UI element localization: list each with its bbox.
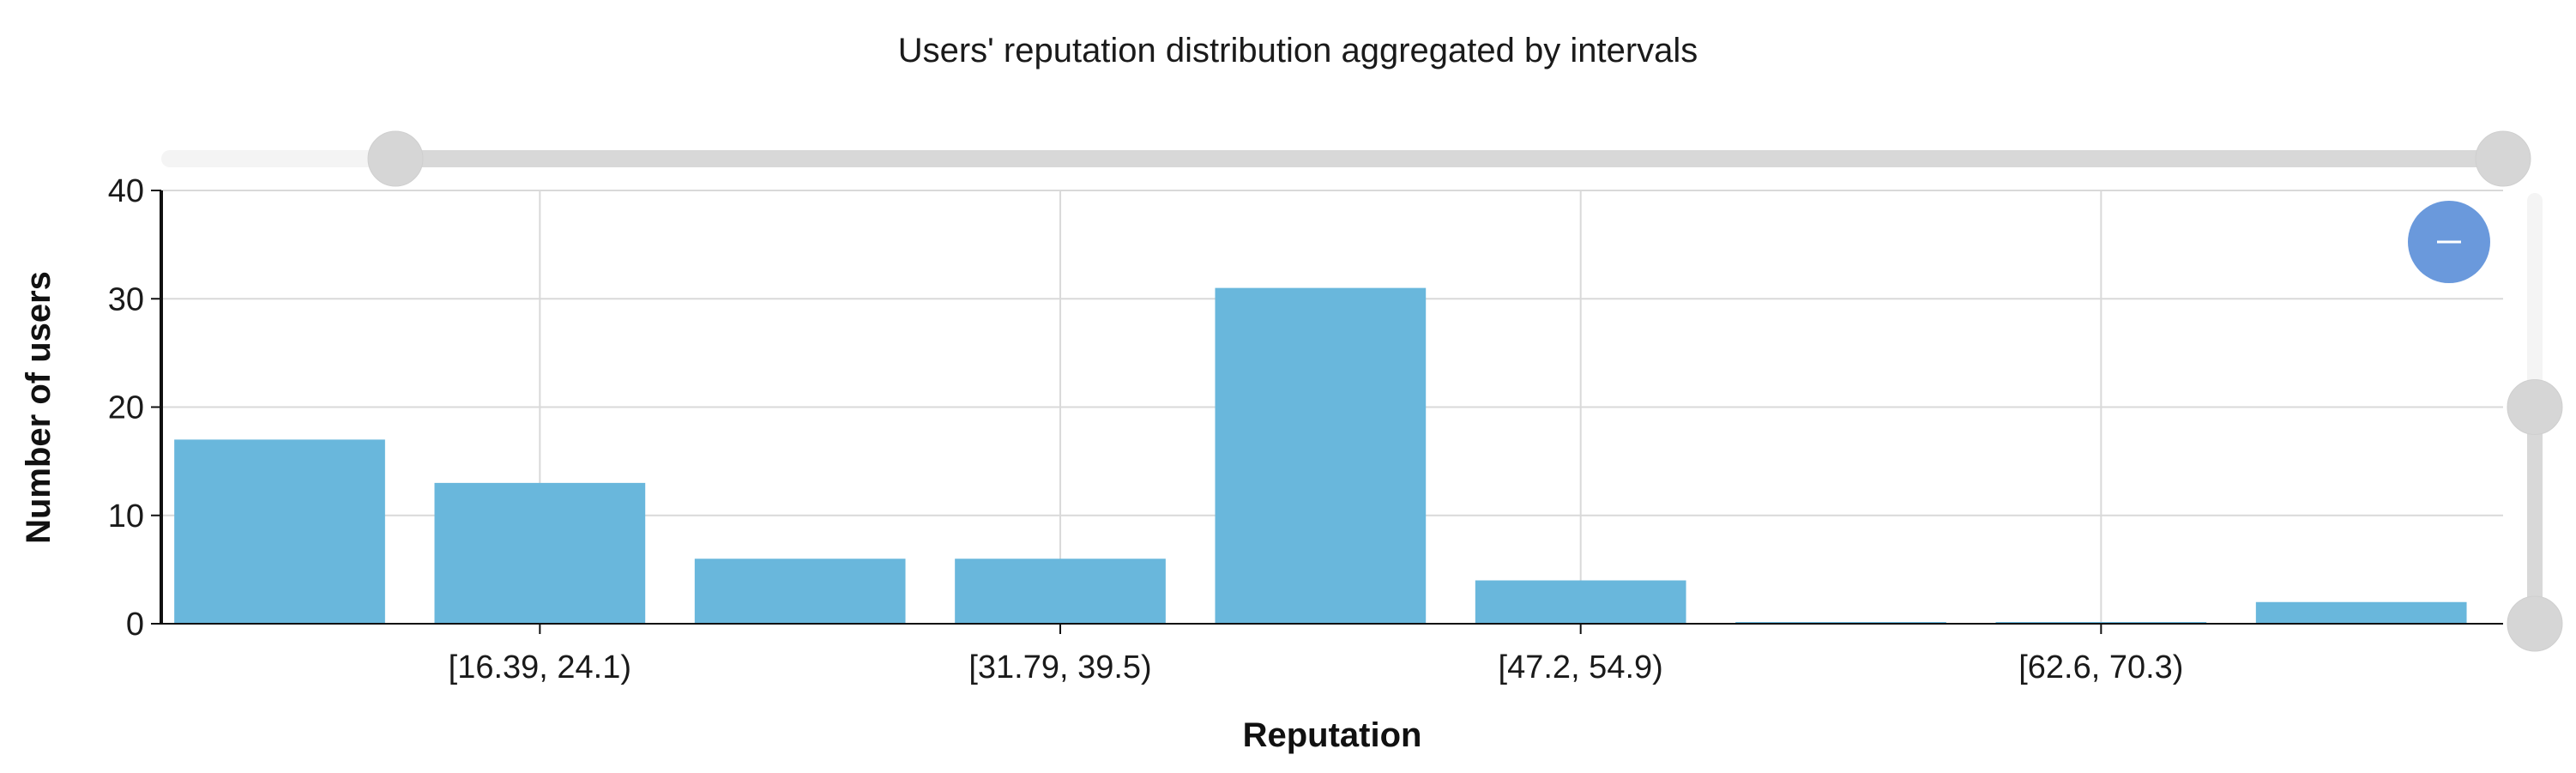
x-range-slider[interactable]: [161, 130, 2531, 187]
x-tick-label: [31.79, 39.5): [968, 649, 1151, 685]
bar: [174, 439, 385, 624]
bar: [955, 559, 1166, 624]
chart-title: Users' reputation distribution aggregate…: [898, 32, 1698, 69]
bar: [1215, 287, 1427, 624]
y-tick-label: 30: [108, 281, 144, 317]
x-axis-ticks: [16.39, 24.1) [31.79, 39.5) [47.2, 54.9) [6…: [449, 624, 2183, 685]
y-tick-label: 10: [108, 498, 144, 534]
x-tick-label: [62.6, 70.3): [2018, 649, 2183, 685]
x-tick-label: [16.39, 24.1): [449, 649, 631, 685]
bar: [1475, 580, 1686, 624]
y-range-slider[interactable]: [2507, 193, 2563, 652]
y-axis-ticks: 0 10 20 30 40: [108, 173, 161, 643]
y-range-slider-bottom-handle[interactable]: [2507, 595, 2563, 652]
zoom-out-button[interactable]: [2408, 201, 2490, 283]
y-tick-label: 0: [126, 607, 144, 643]
x-range-slider-start-handle[interactable]: [367, 130, 424, 187]
y-axis-label: Number of users: [20, 271, 57, 544]
x-range-slider-end-handle[interactable]: [2475, 130, 2531, 187]
y-tick-label: 20: [108, 390, 144, 426]
y-range-slider-top-handle[interactable]: [2507, 379, 2563, 435]
bars: [174, 287, 2467, 624]
bar: [2255, 601, 2467, 624]
y-range-slider-selected[interactable]: [2527, 407, 2543, 625]
x-axis-label: Reputation: [1243, 716, 1422, 754]
bar: [434, 482, 646, 624]
x-tick-label: [47.2, 54.9): [1499, 649, 1663, 685]
bar: [694, 559, 906, 624]
y-tick-label: 40: [108, 173, 144, 209]
x-range-slider-selected[interactable]: [395, 150, 2503, 167]
